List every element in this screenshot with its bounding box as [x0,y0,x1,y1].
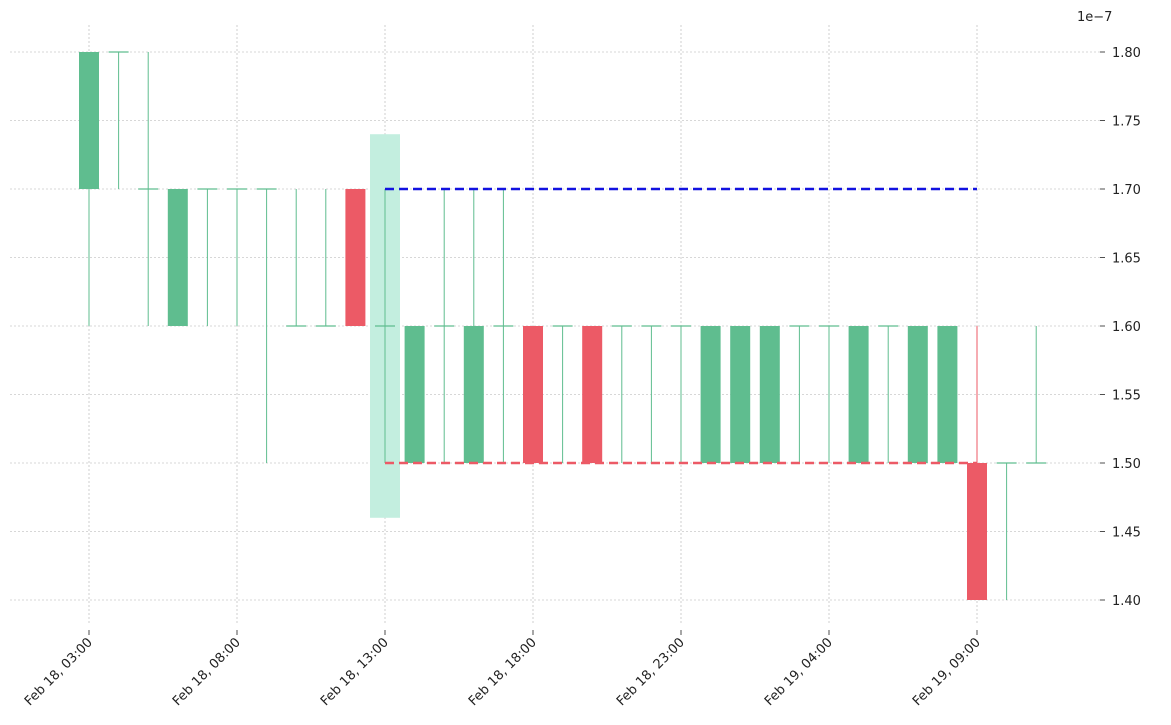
x-tick-label: Feb 18, 08:00 [170,635,244,709]
y-tick-label: 1.70 [1112,183,1141,198]
y-tick-label: 1.40 [1112,594,1141,609]
y-tick-label: 1.75 [1112,115,1141,130]
candle-body [79,52,99,189]
candle-body [848,326,869,463]
y-tick-label: 1.50 [1112,457,1141,472]
y-tick-label: 1.80 [1112,46,1141,61]
candle-body [582,326,603,463]
y-tick-label: 1.65 [1112,252,1141,267]
y-tick-label: 1.60 [1112,320,1141,335]
x-tick-label: Feb 18, 18:00 [466,635,540,709]
x-tick-label: Feb 19, 04:00 [762,635,836,709]
candle-body [523,326,543,463]
candle-body [907,326,928,463]
candle-body [937,326,958,463]
candle-body [345,189,366,326]
y-scale-label: 1e−7 [1077,10,1112,25]
y-axis: 1.40 1.45 1.50 1.55 1.60 1.65 1.70 1.75 1.80 [1100,46,1141,609]
level-lines-layer [385,187,977,465]
candle-body [463,326,484,463]
candle-body [730,326,751,463]
x-tick-label: Feb 18, 03:00 [22,635,96,709]
candle-body [759,326,780,463]
candle-body [404,326,425,463]
y-tick-label: 1.55 [1112,389,1141,404]
candle-body [967,463,987,600]
x-tick-label: Feb 18, 23:00 [614,635,688,709]
candle-body [167,189,188,326]
x-tick-label: Feb 19, 09:00 [910,635,984,709]
x-axis: Feb 18, 03:00 Feb 18, 08:00 Feb 18, 13:00 F… [22,630,984,709]
candles-layer [79,51,1047,600]
x-tick-label: Feb 18, 13:00 [318,635,392,709]
candle-body [700,326,721,463]
y-tick-label: 1.45 [1112,526,1141,541]
